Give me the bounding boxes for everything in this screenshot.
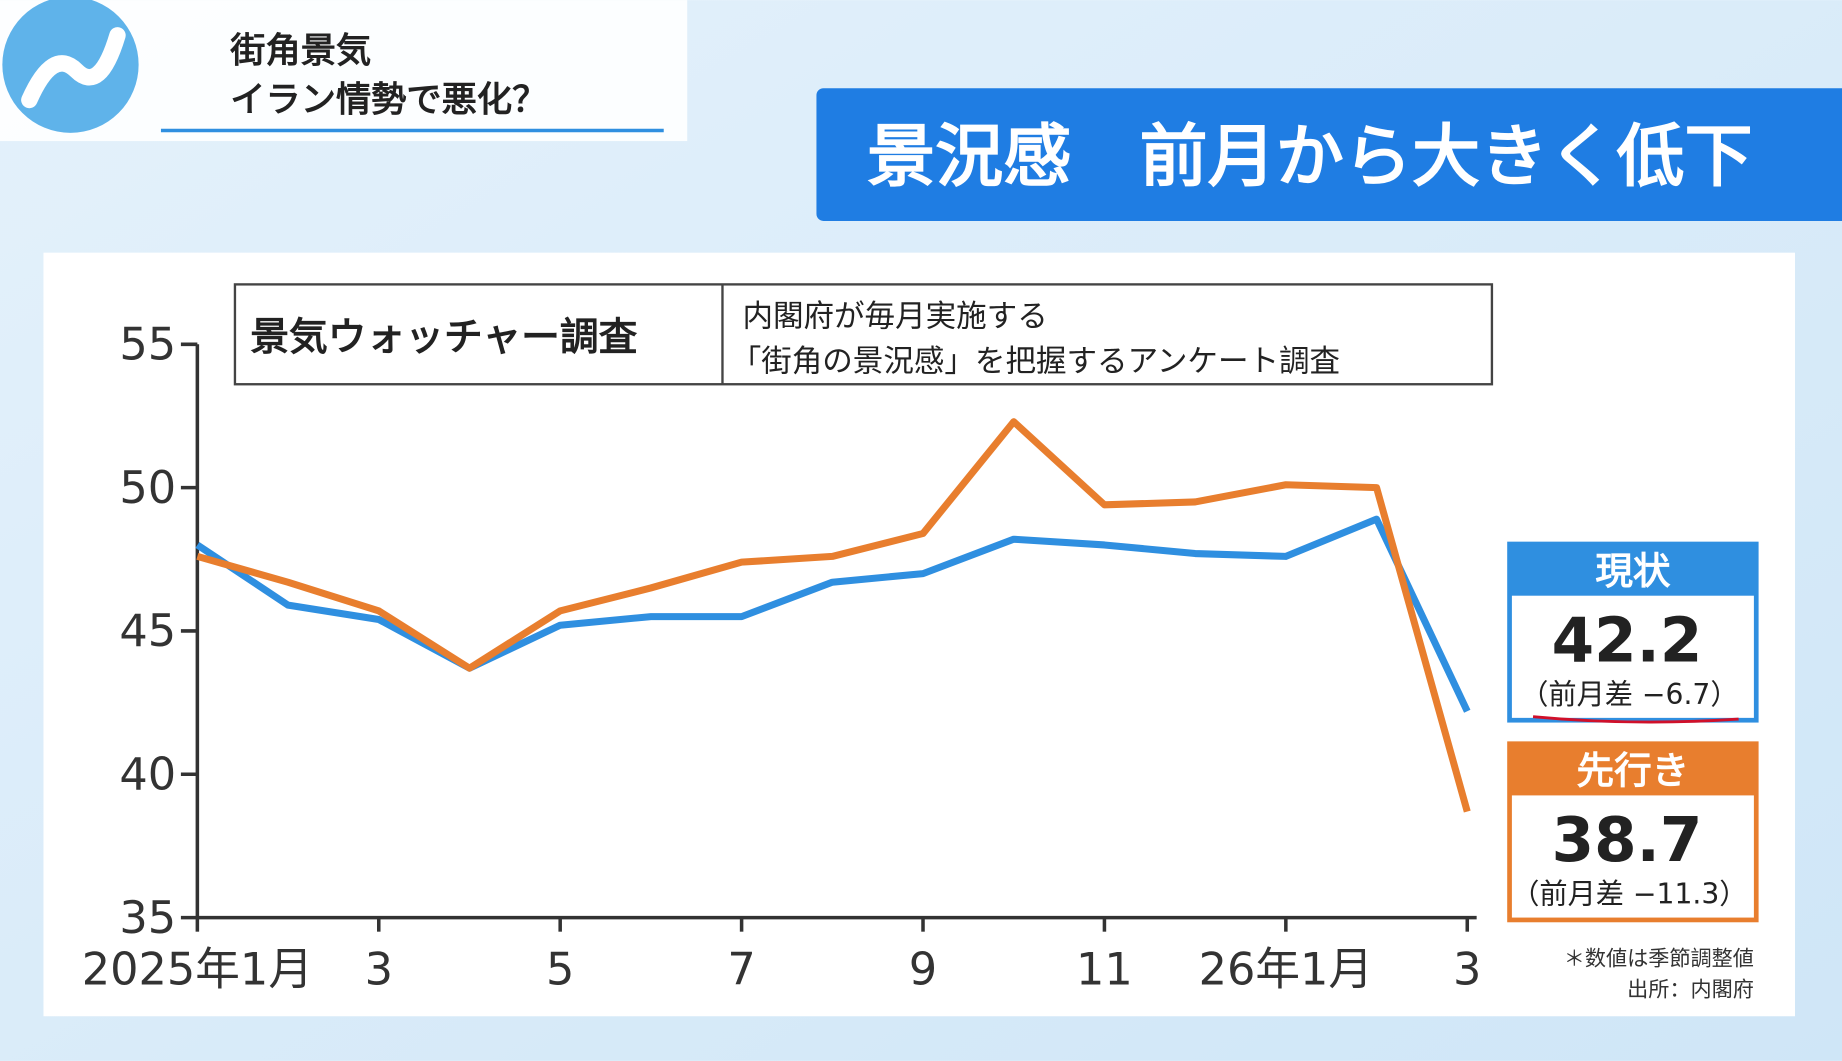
- series-line: [196, 418, 1471, 813]
- banner-bg: [816, 88, 1842, 221]
- header-subtitle: イラン情勢で悪化？: [230, 80, 547, 121]
- y-tick-label: 55: [119, 319, 176, 371]
- value-label: 42.2: [1552, 605, 1703, 676]
- x-tick-label: 7: [727, 944, 755, 996]
- y-tick-label: 40: [119, 749, 176, 801]
- y-tick-label: 45: [119, 605, 176, 657]
- header-title: 街角景気: [229, 30, 371, 71]
- legend-label: 現状: [1595, 549, 1671, 593]
- info-line: 「街角の景況感」を把握するアンケート調査: [731, 344, 1340, 379]
- change-label: （前月差 −6.7）: [1520, 678, 1738, 711]
- info-box: [233, 283, 1494, 386]
- logo-mark: [21, 27, 126, 109]
- x-tick-label: 11: [1076, 944, 1133, 996]
- x-tick-label: 3: [365, 944, 393, 996]
- info-title: 景気ウォッチャー調査: [250, 315, 637, 360]
- y-tick-label: 35: [119, 892, 176, 944]
- series-line: [195, 515, 1471, 713]
- note: ＊数値は季節調整値: [1564, 946, 1754, 971]
- callout-header: [1509, 743, 1757, 796]
- value-label: 38.7: [1552, 805, 1703, 876]
- x-tick-label: 26年1月: [1199, 944, 1373, 996]
- note: 出所：内閣府: [1627, 976, 1754, 1001]
- change-label: （前月差 −11.3）: [1511, 877, 1747, 910]
- x-tick-label: 9: [909, 944, 937, 996]
- legend-label: 先行き: [1577, 749, 1690, 793]
- info-line: 内閣府が毎月実施する: [742, 300, 1047, 335]
- x-tick-label: 3: [1453, 944, 1481, 996]
- x-tick-label: 2025年1月: [82, 944, 313, 996]
- underline: [1532, 715, 1739, 724]
- x-tick-label: 5: [546, 944, 574, 996]
- banner: 景況感 前月から大きく低下: [867, 118, 1753, 197]
- callout-header: [1509, 544, 1757, 596]
- y-tick-label: 50: [119, 462, 176, 514]
